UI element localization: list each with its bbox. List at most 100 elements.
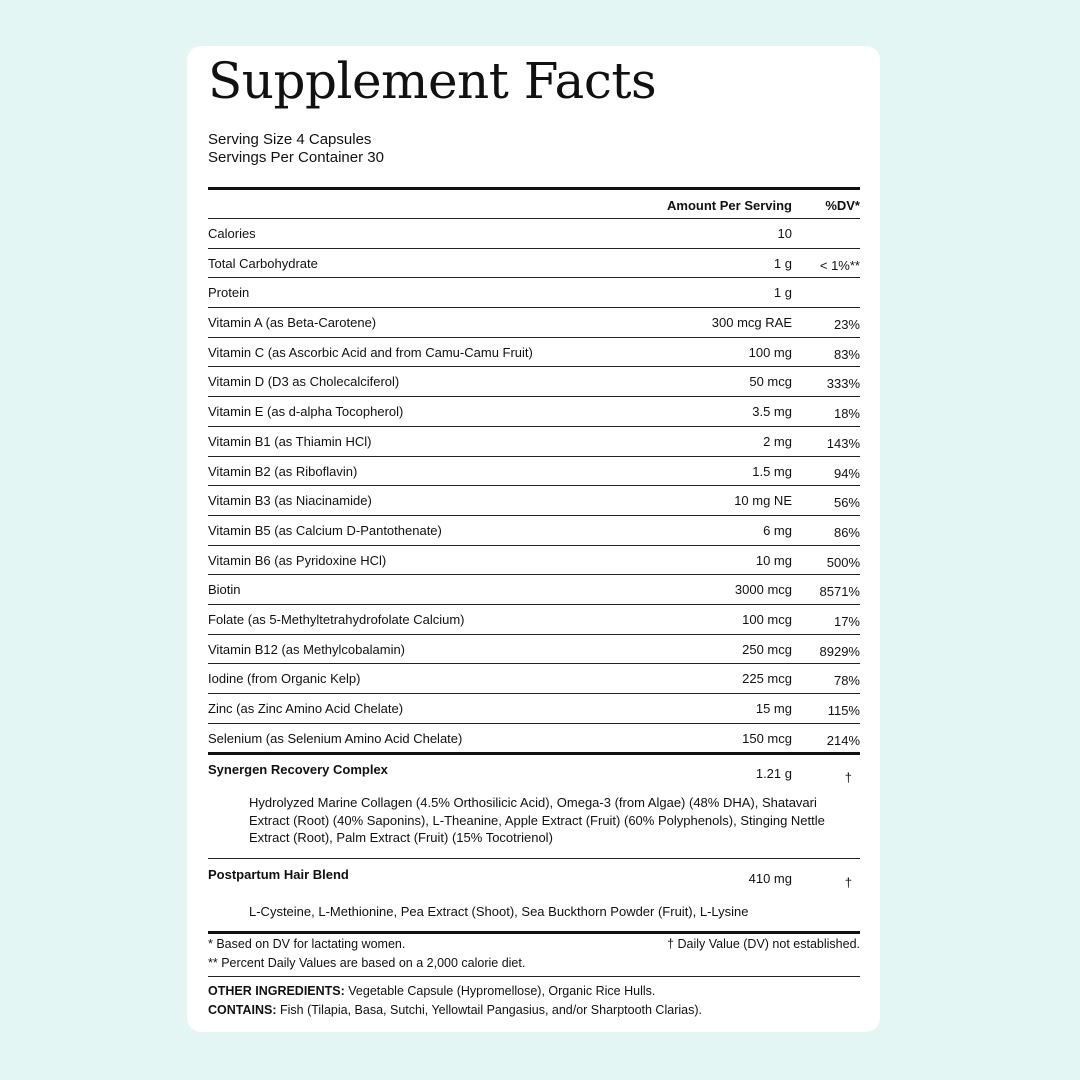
divider xyxy=(208,858,860,859)
nutrient-row: Protein 1 g xyxy=(208,278,860,309)
nutrient-dv: 143% xyxy=(826,435,860,451)
nutrient-name: Vitamin E (as d-alpha Tocopherol) xyxy=(208,404,404,420)
blend-name: Postpartum Hair Blend xyxy=(208,867,349,882)
supplement-facts-panel: Supplement Facts Serving Size 4 Capsules… xyxy=(187,46,880,1032)
nutrient-row: Vitamin D (D3 as Cholecalciferol) 50 mcg 3… xyxy=(208,367,860,398)
nutrient-name: Iodine (from Organic Kelp) xyxy=(208,671,361,687)
nutrient-amount: 1 g xyxy=(773,285,792,301)
nutrient-name: Selenium (as Selenium Amino Acid Chelate… xyxy=(208,730,463,746)
dv-header: %DV* xyxy=(825,198,860,213)
blend-amount: 1.21 g xyxy=(755,766,792,781)
divider xyxy=(208,752,860,755)
contains-text: Fish (Tilapia, Basa, Sutchi, Yellowtail … xyxy=(276,1003,702,1017)
nutrient-name: Biotin xyxy=(208,582,241,598)
nutrient-amount: 10 xyxy=(777,226,792,241)
nutrient-dv: 333% xyxy=(826,376,860,392)
nutrient-name: Calories xyxy=(208,226,256,241)
nutrient-amount: 225 mcg xyxy=(742,671,792,687)
nutrient-row: Vitamin B6 (as Pyridoxine HCl) 10 mg 500% xyxy=(208,546,860,576)
blend-ingredients: Hydrolyzed Marine Collagen (4.5% Orthosi… xyxy=(249,795,825,845)
nutrient-amount: 1 g xyxy=(773,255,792,271)
nutrient-dv: 214% xyxy=(826,732,860,748)
nutrient-name: Vitamin D (D3 as Cholecalciferol) xyxy=(208,374,400,390)
nutrient-amount: 2 mg xyxy=(763,433,792,449)
nutrient-name: Vitamin C (as Ascorbic Acid and from Cam… xyxy=(208,344,533,360)
nutrient-amount: 100 mcg xyxy=(742,611,792,627)
nutrient-dv: 8571% xyxy=(819,584,860,600)
blend-dv: † xyxy=(844,770,852,785)
nutrient-dv: 500% xyxy=(826,554,860,570)
page-title: Supplement Facts xyxy=(208,52,657,110)
blend-dv: † xyxy=(844,875,852,890)
nutrient-row: Vitamin B12 (as Methylcobalamin) 250 mcg 8… xyxy=(208,635,860,665)
nutrient-dv: 56% xyxy=(833,495,860,511)
nutrient-amount: 10 mg xyxy=(755,552,792,568)
blend-ingredients: L-Cysteine, L-Methionine, Pea Extract (S… xyxy=(249,904,749,919)
nutrient-row: Vitamin C (as Ascorbic Acid and from Cam… xyxy=(208,338,860,368)
nutrient-dv: 83% xyxy=(833,346,860,362)
nutrient-name: Total Carbohydrate xyxy=(208,255,318,271)
blend-name: Synergen Recovery Complex xyxy=(208,762,388,777)
nutrient-amount: 1.5 mg xyxy=(752,463,792,479)
nutrient-amount: 100 mg xyxy=(748,344,792,360)
nutrient-dv: 94% xyxy=(833,465,860,481)
nutrient-amount: 300 mcg RAE xyxy=(711,315,792,331)
nutrient-dv: 86% xyxy=(833,524,860,540)
amount-header: Amount Per Serving xyxy=(667,198,792,213)
nutrient-row: Calories 10 xyxy=(208,219,860,249)
nutrient-row: Biotin 3000 mcg 8571% xyxy=(208,575,860,605)
nutrient-row: Vitamin E (as d-alpha Tocopherol) 3.5 mg 1… xyxy=(208,397,860,427)
servings-per-container: Servings Per Container 30 xyxy=(208,149,384,166)
nutrient-dv: 17% xyxy=(833,613,860,629)
footnote-dv-basis: * Based on DV for lactating women. xyxy=(208,937,406,951)
nutrient-dv: 23% xyxy=(833,317,860,333)
nutrient-name: Folate (as 5-Methyltetrahydrofolate Calc… xyxy=(208,611,465,627)
nutrient-name: Vitamin B12 (as Methylcobalamin) xyxy=(208,641,406,657)
blend-amount: 410 mg xyxy=(748,871,792,886)
divider xyxy=(208,218,860,219)
nutrient-name: Protein xyxy=(208,285,250,301)
contains-label: CONTAINS: xyxy=(208,1003,277,1017)
nutrient-row: Vitamin B1 (as Thiamin HCl) 2 mg 143% xyxy=(208,427,860,457)
nutrient-dv: 8929% xyxy=(819,643,860,659)
nutrient-amount: 6 mg xyxy=(763,522,792,538)
nutrient-amount: 150 mcg xyxy=(742,730,792,746)
nutrient-amount: 3000 mcg xyxy=(734,582,792,598)
nutrient-name: Vitamin B3 (as Niacinamide) xyxy=(208,493,372,509)
nutrient-dv: 115% xyxy=(827,703,860,718)
other-ingredients-label: OTHER INGREDIENTS: xyxy=(208,984,345,998)
nutrient-row: Iodine (from Organic Kelp) 225 mcg 78% xyxy=(208,664,860,694)
divider xyxy=(208,187,860,190)
divider xyxy=(208,931,860,934)
nutrient-row: Vitamin B5 (as Calcium D-Pantothenate) 6 … xyxy=(208,516,860,546)
footnote-not-established: † Daily Value (DV) not established. xyxy=(667,937,860,951)
other-ingredients-text: Vegetable Capsule (Hypromellose), Organi… xyxy=(344,984,656,998)
nutrient-row: Selenium (as Selenium Amino Acid Chelate… xyxy=(208,724,860,754)
divider xyxy=(208,976,860,977)
nutrient-dv: < 1%** xyxy=(819,257,860,273)
table-header: Amount Per Serving %DV* xyxy=(208,198,860,218)
nutrient-row: Vitamin B3 (as Niacinamide) 10 mg NE 56% xyxy=(208,486,860,516)
nutrient-name: Vitamin B5 (as Calcium D-Pantothenate) xyxy=(208,522,442,538)
nutrient-name: Vitamin A (as Beta-Carotene) xyxy=(208,315,377,331)
other-ingredients: OTHER INGREDIENTS: Vegetable Capsule (Hy… xyxy=(208,984,655,999)
nutrient-row: Vitamin B2 (as Riboflavin) 1.5 mg 94% xyxy=(208,457,860,487)
nutrient-amount: 3.5 mg xyxy=(752,404,792,420)
footnote-calorie-diet: ** Percent Daily Values are based on a 2… xyxy=(208,956,526,970)
nutrient-name: Vitamin B2 (as Riboflavin) xyxy=(208,463,358,479)
nutrient-dv: 18% xyxy=(833,406,860,422)
nutrient-name: Vitamin B1 (as Thiamin HCl) xyxy=(208,433,372,449)
nutrient-amount: 10 mg NE xyxy=(734,493,792,509)
nutrient-row: Folate (as 5-Methyltetrahydrofolate Calc… xyxy=(208,605,860,635)
contains: CONTAINS: Fish (Tilapia, Basa, Sutchi, Y… xyxy=(208,1003,702,1018)
nutrient-table: Calories 10 Total Carbohydrate 1 g < 1%** Pro… xyxy=(208,219,860,754)
nutrient-amount: 15 mg xyxy=(755,701,792,716)
nutrient-row: Zinc (as Zinc Amino Acid Chelate) 15 mg 11… xyxy=(208,694,860,724)
nutrient-dv: 78% xyxy=(833,673,860,689)
nutrient-name: Vitamin B6 (as Pyridoxine HCl) xyxy=(208,552,387,568)
nutrient-amount: 50 mcg xyxy=(749,374,792,390)
serving-size: Serving Size 4 Capsules xyxy=(208,131,372,148)
nutrient-name: Zinc (as Zinc Amino Acid Chelate) xyxy=(208,701,404,716)
nutrient-row: Total Carbohydrate 1 g < 1%** xyxy=(208,249,860,279)
nutrient-row: Vitamin A (as Beta-Carotene) 300 mcg RAE 2… xyxy=(208,308,860,338)
